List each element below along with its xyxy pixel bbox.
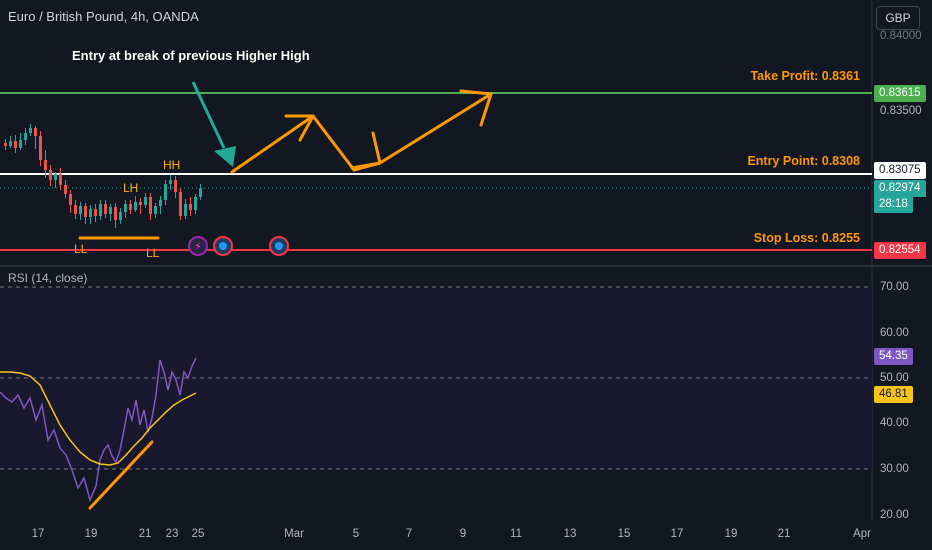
candle-body <box>144 197 147 205</box>
pivot-lh: LH <box>123 181 139 195</box>
price-tick: 0.83500 <box>880 105 922 117</box>
projection-path <box>230 92 493 174</box>
take-profit-price-tag: 0.83615 <box>874 85 926 102</box>
event-icons[interactable]: ⚡ <box>188 236 289 256</box>
candle-body <box>84 206 87 217</box>
time-tick: 7 <box>405 528 413 540</box>
rsi-ma-line <box>0 371 197 466</box>
candle-body <box>54 174 57 180</box>
time-tick: 25 <box>191 528 205 540</box>
candle-body <box>99 204 102 216</box>
take-profit-label: Take Profit: 0.8361 <box>750 69 860 83</box>
chart-title: Euro / British Pound, 4h, OANDA <box>8 9 199 24</box>
candle-body <box>59 174 62 185</box>
candle-body <box>114 207 117 220</box>
candle-body <box>104 204 107 214</box>
stop-loss-label: Stop Loss: 0.8255 <box>753 231 860 245</box>
candle-body <box>14 141 17 148</box>
candle-body <box>29 128 32 133</box>
currency-button[interactable]: GBP <box>876 6 920 30</box>
price-tick-top: 0.84000 <box>880 30 922 42</box>
candle-body <box>189 204 192 210</box>
rsi-tick-20: 20.00 <box>880 509 909 521</box>
pivot-ll-2: LL <box>146 246 160 260</box>
arrowhead-2 <box>350 131 382 170</box>
entry-note: Entry at break of previous Higher High <box>72 48 310 63</box>
projection-arrows <box>230 89 493 174</box>
candle-body <box>39 136 42 160</box>
arrowhead-1 <box>284 114 315 142</box>
candle-body <box>109 207 112 214</box>
candle-body <box>119 212 122 220</box>
time-tick: 13 <box>563 528 577 540</box>
time-tick: 21 <box>138 528 152 540</box>
candle-body <box>19 140 22 148</box>
entry-point-label: Entry Point: 0.8308 <box>747 154 860 168</box>
time-tick: 23 <box>165 528 179 540</box>
candle-body <box>139 202 142 205</box>
candle-body <box>149 197 152 214</box>
candle-body <box>44 160 47 170</box>
time-tick: 17 <box>31 528 45 540</box>
time-tick: Apr <box>853 528 871 540</box>
candle-body <box>179 192 182 216</box>
candle-body <box>64 185 67 194</box>
candle-body <box>79 206 82 214</box>
earnings-icon <box>188 236 208 256</box>
rsi-trendline <box>88 440 154 510</box>
time-tick: Mar <box>284 528 304 540</box>
candle-body <box>69 194 72 205</box>
candle-body <box>159 200 162 206</box>
rsi-tick-60: 60.00 <box>880 327 909 339</box>
bar-countdown: 28:18 <box>874 196 913 213</box>
rsi-value-tag: 54.35 <box>874 348 913 365</box>
rsi-legend[interactable]: RSI (14, close) <box>8 271 88 285</box>
rsi-line <box>0 357 197 503</box>
candle-body <box>154 206 157 214</box>
time-tick: 21 <box>777 528 791 540</box>
candle-body <box>164 184 167 200</box>
arrowhead-3 <box>459 89 493 127</box>
time-tick: 15 <box>617 528 631 540</box>
candle-body <box>24 133 27 140</box>
candle-body <box>184 204 187 216</box>
candle-body <box>34 128 37 136</box>
time-tick: 5 <box>352 528 360 540</box>
rsi-tick-70: 70.00 <box>880 281 909 293</box>
rsi-tick-40: 40.00 <box>880 417 909 429</box>
candle-body <box>74 205 77 214</box>
rsi-tick-30: 30.00 <box>880 463 909 475</box>
candle-body <box>169 180 172 184</box>
candle-body <box>174 180 177 192</box>
candle-body <box>199 188 202 197</box>
candle-body <box>4 143 7 146</box>
time-tick: 19 <box>724 528 738 540</box>
candle-body <box>134 202 137 210</box>
candles <box>4 124 202 228</box>
candle-body <box>94 209 97 216</box>
candle-body <box>194 197 197 210</box>
rsi-tick-50: 50.00 <box>880 372 909 384</box>
candle-body <box>49 170 52 180</box>
last-price-tag: 0.82974 <box>874 180 926 197</box>
pivot-hh: HH <box>163 158 181 172</box>
pivot-ll-1: LL <box>74 242 88 256</box>
candle-body <box>89 209 92 217</box>
time-tick: 19 <box>84 528 98 540</box>
stop-loss-price-tag: 0.82554 <box>874 242 926 259</box>
time-tick: 11 <box>510 528 522 540</box>
time-tick: 9 <box>459 528 467 540</box>
svg-text:⚡: ⚡ <box>194 240 202 253</box>
time-tick: 17 <box>670 528 684 540</box>
candle-body <box>124 204 127 212</box>
rsi-ma-tag: 46.81 <box>874 386 913 403</box>
candle-body <box>129 204 132 210</box>
candle-body <box>9 141 12 146</box>
entry-pointer-arrow <box>191 81 236 167</box>
entry-price-tag: 0.83075 <box>874 162 926 179</box>
